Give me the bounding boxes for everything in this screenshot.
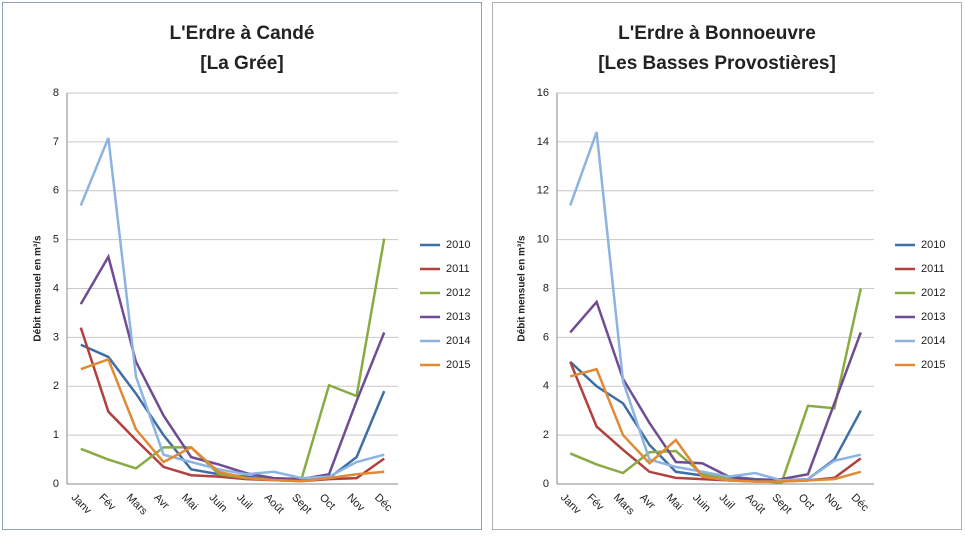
legend-label: 2015 <box>446 359 470 371</box>
panel-border <box>492 2 962 530</box>
x-tick-label: Avr <box>637 492 657 512</box>
series-line <box>80 357 385 483</box>
y-tick-label: 0 <box>543 478 549 490</box>
x-tick-label: Fév <box>584 492 606 514</box>
x-tick-label: Nov <box>344 492 367 515</box>
x-tick-label: Mai <box>664 492 685 513</box>
legend-label: 2012 <box>446 287 470 299</box>
chart-title: L'Erdre à Candé <box>170 23 315 44</box>
x-tick-label: Déc <box>372 492 395 515</box>
chart-title: L'Erdre à Bonnoeuvre <box>618 23 816 44</box>
y-tick-label: 10 <box>537 234 549 246</box>
x-tick-label: Mai <box>179 492 200 513</box>
legend-label: 2015 <box>921 359 945 371</box>
y-tick-label: 4 <box>53 282 59 294</box>
legend-label: 2010 <box>446 239 470 251</box>
y-tick-label: 3 <box>53 331 59 343</box>
x-tick-label: Oct <box>317 492 338 513</box>
legend-label: 2011 <box>921 263 945 275</box>
y-axis-label: Débit mensuel en m³/s <box>517 235 528 342</box>
x-tick-label: Juin <box>690 492 713 515</box>
y-tick-label: 4 <box>543 380 549 392</box>
x-tick-label: Janv <box>558 492 583 517</box>
y-tick-label: 0 <box>53 478 59 490</box>
x-tick-label: Juin <box>207 492 230 515</box>
legend-label: 2013 <box>446 311 470 323</box>
chart-title: [La Grée] <box>200 53 283 74</box>
y-tick-label: 8 <box>543 282 549 294</box>
x-tick-label: Août <box>743 492 767 516</box>
y-tick-label: 16 <box>537 87 549 99</box>
series-line <box>79 327 385 483</box>
y-tick-label: 1 <box>53 429 59 441</box>
x-tick-label: Juil <box>234 492 254 512</box>
legend-label: 2014 <box>446 335 470 347</box>
y-tick-label: 14 <box>537 136 549 148</box>
y-tick-label: 12 <box>537 185 549 197</box>
series-line <box>569 131 862 482</box>
panel-border <box>2 2 482 530</box>
series-line <box>79 137 385 480</box>
x-tick-label: Août <box>262 492 286 516</box>
legend-label: 2011 <box>446 263 470 275</box>
series-line <box>569 299 862 482</box>
x-tick-label: Avr <box>151 492 171 512</box>
y-axis-label: Débit mensuel en m³/s <box>33 235 44 342</box>
series-line <box>80 238 386 481</box>
x-tick-label: Janv <box>69 492 94 517</box>
y-tick-label: 6 <box>53 185 59 197</box>
y-tick-label: 7 <box>53 136 59 148</box>
series-line <box>569 361 862 483</box>
y-tick-label: 2 <box>53 380 59 392</box>
x-tick-label: Fév <box>96 492 118 514</box>
legend-label: 2012 <box>921 287 945 299</box>
y-tick-label: 8 <box>53 87 59 99</box>
y-tick-label: 2 <box>543 429 549 441</box>
x-tick-label: Déc <box>849 492 872 515</box>
legend-label: 2010 <box>921 239 945 251</box>
x-tick-label: Sept <box>289 492 313 516</box>
chart-title: [Les Basses Provostières] <box>598 53 836 74</box>
x-tick-label: Sept <box>769 492 793 516</box>
x-tick-label: Mars <box>124 492 150 518</box>
series-line <box>569 360 862 482</box>
x-tick-label: Mars <box>611 492 637 518</box>
y-tick-label: 6 <box>543 331 549 343</box>
series-line <box>569 288 863 485</box>
x-tick-label: Oct <box>796 492 817 513</box>
series-line <box>80 343 386 482</box>
legend-label: 2014 <box>921 335 945 347</box>
y-tick-label: 5 <box>53 234 59 246</box>
series-line <box>569 367 862 483</box>
legend-label: 2013 <box>921 311 945 323</box>
x-tick-label: Juil <box>717 492 737 512</box>
x-tick-label: Nov <box>822 492 845 515</box>
